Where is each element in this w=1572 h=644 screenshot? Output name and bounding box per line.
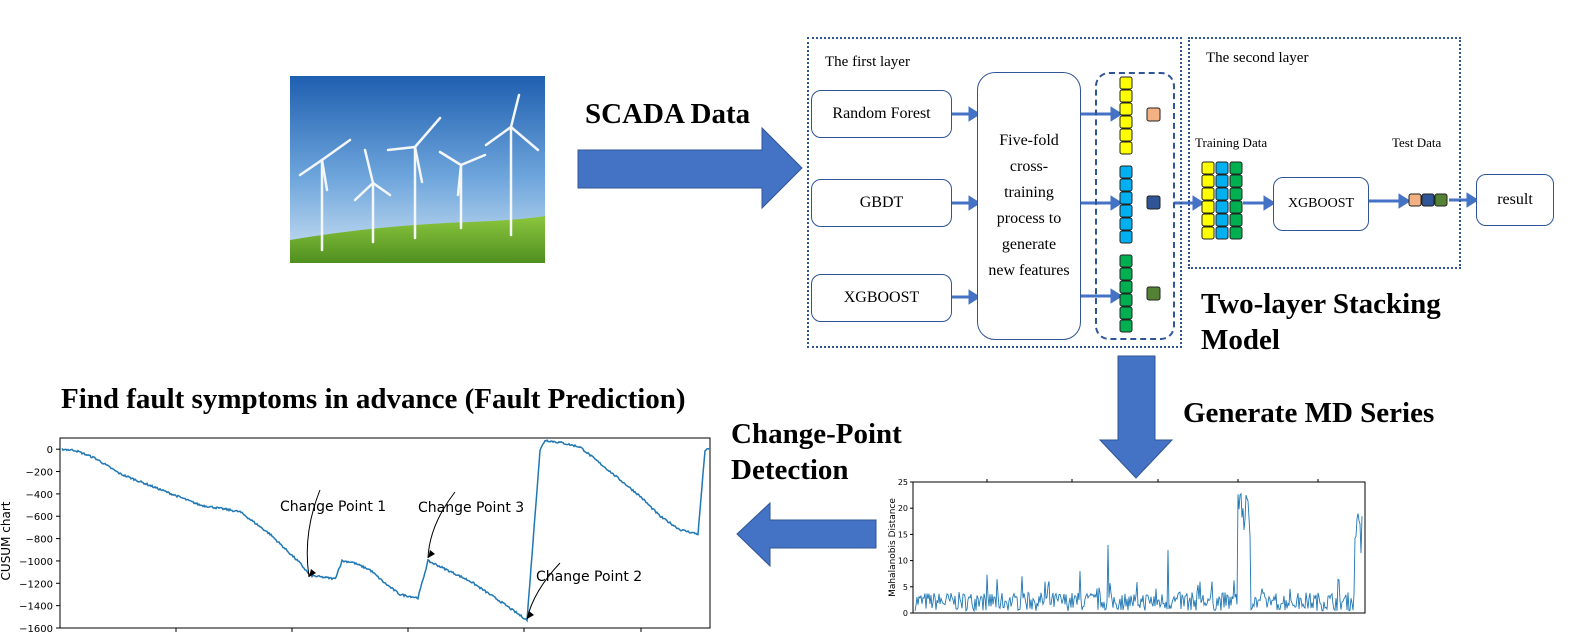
test-navy-cell — [1421, 193, 1435, 207]
md-ytick-label: 20 — [898, 504, 908, 513]
cusum-ytick-label: −400 — [26, 490, 53, 501]
cusum-line — [61, 439, 710, 623]
xgboost-second-box: XGBOOST — [1273, 177, 1369, 231]
training-yellow-cell — [1201, 226, 1215, 240]
xgboost-first-box: XGBOOST — [811, 274, 952, 322]
training-blue-cell — [1215, 174, 1229, 188]
cusum-ytick-label: 0 — [47, 445, 53, 456]
md-ytick-label: 0 — [903, 609, 908, 618]
yellow-feature-cell — [1119, 102, 1133, 116]
training-green-cell — [1229, 213, 1243, 227]
gbdt-box: GBDT — [811, 179, 952, 227]
green-feature-cell — [1119, 293, 1133, 307]
cusum-ytick-label: −800 — [26, 535, 53, 546]
training-blue-cell — [1215, 226, 1229, 240]
scada-data-heading: SCADA Data — [585, 98, 751, 130]
yellow-feature-cell — [1119, 76, 1133, 90]
blue-feature-cell — [1119, 217, 1133, 231]
olive-pred-cell — [1146, 286, 1161, 301]
random-forest-box: Random Forest — [811, 90, 952, 138]
test-data-label: Test Data — [1392, 135, 1442, 150]
change-point-arrowhead — [527, 611, 534, 619]
training-blue-cell — [1215, 213, 1229, 227]
training-green-cell — [1229, 200, 1243, 214]
new-features-box — [1095, 72, 1175, 340]
yellow-feature-cell — [1119, 89, 1133, 103]
cusum-ylabel: CUSUM chart — [0, 501, 13, 580]
test-olive-cell — [1434, 193, 1448, 207]
training-green-cell — [1229, 187, 1243, 201]
training-yellow-cell — [1201, 174, 1215, 188]
green-feature-cell — [1119, 280, 1133, 294]
change-point-label: Change Point 1 — [280, 499, 386, 515]
md-ylabel: Mahalanobis Distance — [888, 498, 898, 597]
change-point-label: Change Point 2 — [536, 569, 642, 585]
cusum-ytick-label: −1600 — [19, 624, 53, 635]
cusum-ytick-label: −1000 — [19, 557, 53, 568]
second-layer-box — [1188, 37, 1461, 269]
result-box: result — [1476, 174, 1554, 226]
training-blue-cell — [1215, 161, 1229, 175]
training-data-label: Training Data — [1195, 135, 1268, 150]
cusum-ytick-label: −200 — [26, 468, 53, 479]
blue-feature-cell — [1119, 204, 1133, 218]
md-series-heading: Generate MD Series — [1183, 397, 1435, 429]
training-yellow-cell — [1201, 187, 1215, 201]
green-feature-cell — [1119, 254, 1133, 268]
change-point-arrow-line — [427, 491, 456, 559]
training-yellow-cell — [1201, 213, 1215, 227]
first-layer-box — [807, 37, 1182, 348]
change-point-heading: Change-Point Detection — [731, 418, 902, 486]
md-series-line — [914, 492, 1363, 613]
training-yellow-cell — [1201, 161, 1215, 175]
test-orange-cell — [1408, 193, 1422, 207]
cusum-ytick-label: −1200 — [19, 579, 53, 590]
scada-arrow — [577, 126, 803, 210]
orange-pred-cell — [1146, 107, 1161, 122]
cross-training-box: Five-fold cross-training process to gene… — [977, 72, 1081, 340]
change-point-arrowhead — [309, 569, 316, 577]
change-point-arrow — [736, 501, 877, 568]
yellow-feature-cell — [1119, 115, 1133, 129]
cusum-ytick-label: −1400 — [19, 602, 53, 613]
cusum-plot-area — [59, 437, 711, 629]
navy-pred-cell — [1146, 195, 1161, 210]
cusum-ytick-label: −600 — [26, 512, 53, 523]
change-point-label: Change Point 3 — [418, 500, 524, 516]
fault-prediction-heading: Find fault symptoms in advance (Fault Pr… — [61, 383, 686, 415]
first-layer-title: The first layer — [825, 54, 910, 70]
training-green-cell — [1229, 161, 1243, 175]
yellow-feature-cell — [1119, 141, 1133, 155]
training-blue-cell — [1215, 200, 1229, 214]
change-point-arrow-line — [306, 489, 321, 578]
md-down-arrow — [1098, 355, 1174, 479]
blue-feature-cell — [1119, 230, 1133, 244]
yellow-feature-cell — [1119, 128, 1133, 142]
training-yellow-cell — [1201, 200, 1215, 214]
training-blue-cell — [1215, 187, 1229, 201]
blue-feature-cell — [1119, 178, 1133, 192]
blue-feature-cell — [1119, 191, 1133, 205]
change-point-arrowhead — [428, 550, 435, 558]
green-feature-cell — [1119, 306, 1133, 320]
md-ytick-label: 25 — [898, 478, 908, 487]
training-green-cell — [1229, 174, 1243, 188]
md-ytick-label: 5 — [903, 583, 908, 592]
green-feature-cell — [1119, 267, 1133, 281]
md-ytick-label: 15 — [898, 530, 908, 539]
blue-feature-cell — [1119, 165, 1133, 179]
md-ytick-label: 10 — [898, 557, 908, 566]
training-green-cell — [1229, 226, 1243, 240]
green-feature-cell — [1119, 319, 1133, 333]
second-layer-title: The second layer — [1206, 50, 1309, 66]
stacking-model-heading: Two-layer Stacking Model — [1201, 288, 1441, 356]
